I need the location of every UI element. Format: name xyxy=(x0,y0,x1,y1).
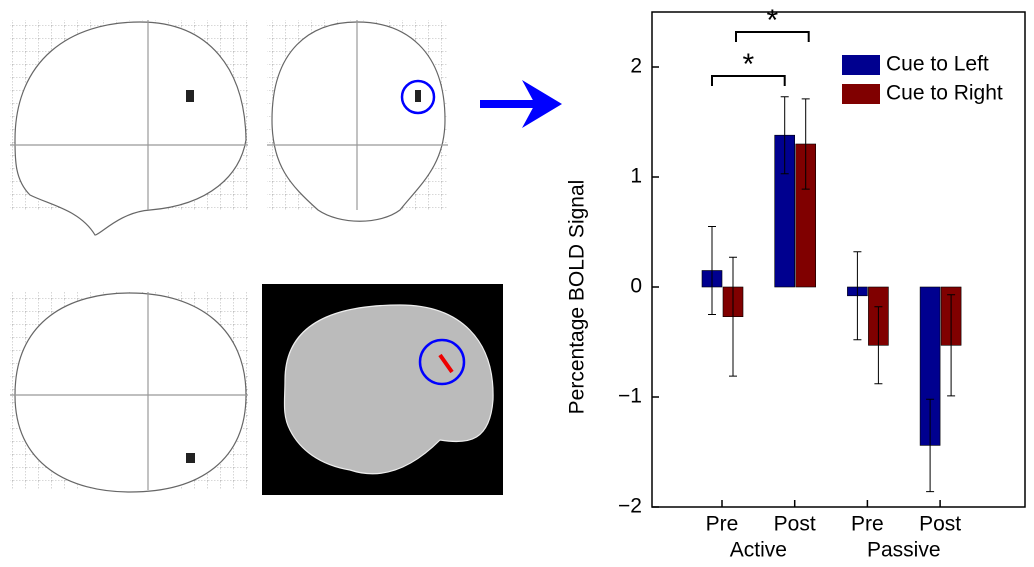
x-tick-label: Pre xyxy=(851,513,884,536)
y-axis-label: Percentage BOLD Signal xyxy=(566,180,589,415)
x-tick-label: Pre xyxy=(706,513,739,536)
x-tick-label: Post xyxy=(774,513,816,536)
legend-label: Cue to Right xyxy=(886,82,1003,105)
error-bar xyxy=(947,294,956,397)
legend-swatch xyxy=(842,55,880,75)
y-tick-label: 0 xyxy=(630,275,642,298)
legend-label: Cue to Left xyxy=(886,53,989,76)
error-bar xyxy=(874,306,883,385)
y-tick-label: −2 xyxy=(618,495,642,518)
error-bar xyxy=(708,226,716,315)
plot-frame xyxy=(651,11,1026,508)
error-bar xyxy=(801,98,810,190)
y-tick-label: −1 xyxy=(618,385,642,408)
error-bar xyxy=(729,256,737,377)
error-bar xyxy=(926,398,935,493)
error-bar xyxy=(780,96,789,175)
error-bar xyxy=(853,251,862,341)
significance-star: * xyxy=(743,48,755,81)
group-label: Active xyxy=(730,539,787,562)
significance-bracket xyxy=(735,31,810,42)
legend-swatch xyxy=(842,84,880,104)
significance-bracket xyxy=(711,75,786,86)
arrow xyxy=(480,80,562,128)
significance-star: * xyxy=(767,4,779,37)
group-label: Passive xyxy=(867,539,941,562)
x-tick-label: Post xyxy=(919,513,961,536)
y-tick-label: 1 xyxy=(630,165,642,188)
brain-panels xyxy=(10,20,503,495)
y-tick-label: 2 xyxy=(630,55,642,78)
